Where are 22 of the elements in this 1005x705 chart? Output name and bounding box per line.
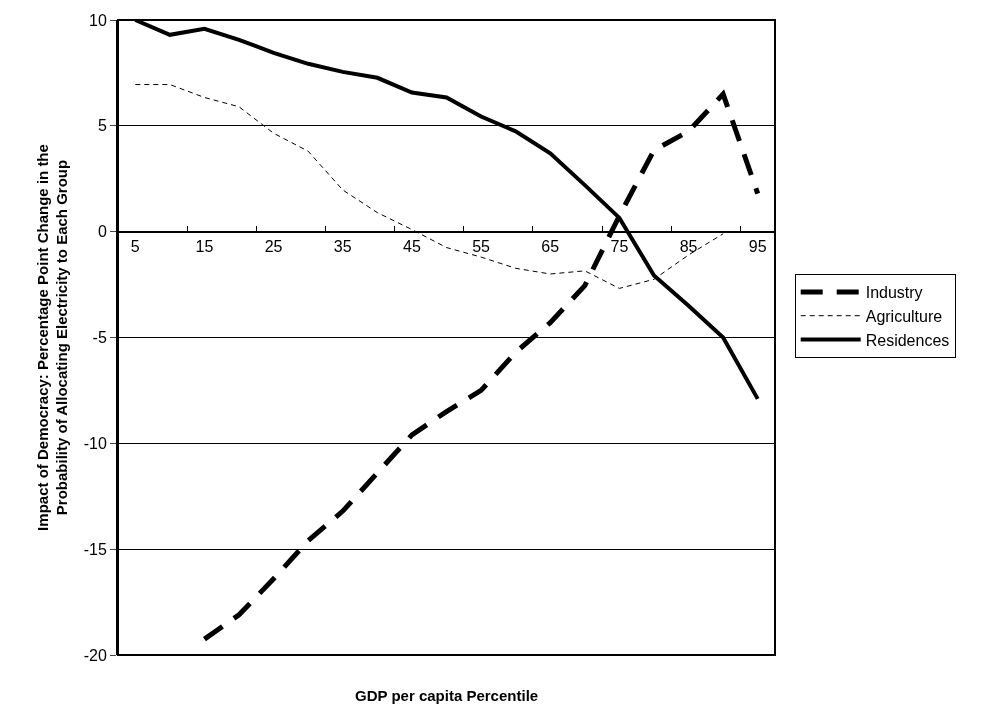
x-tick-label: 95: [748, 237, 767, 255]
legend-label: Residences: [865, 331, 950, 349]
y-tick-label: 10: [89, 11, 107, 29]
y-tick-label: 5: [97, 117, 107, 135]
x-tick-label: 15: [195, 237, 214, 255]
y-tick-label: -10: [83, 434, 107, 452]
legend-label: Agriculture: [865, 307, 943, 325]
y-tick-label: 0: [97, 223, 107, 241]
x-tick-label: 35: [333, 237, 352, 255]
x-tick-label: 65: [541, 237, 560, 255]
x-tick-label: 5: [130, 237, 140, 255]
x-tick-label: 45: [403, 237, 421, 255]
y-tick-label: -20: [83, 646, 107, 664]
x-tick-label: 25: [264, 237, 283, 255]
y-tick-label: -5: [92, 329, 107, 347]
x-tick-label: 55: [472, 237, 491, 255]
x-tick-label: 75: [610, 237, 629, 255]
y-tick-label: -15: [83, 540, 107, 558]
x-axis-title: GDP per capita Percentile: [355, 687, 539, 704]
x-tick-label: 85: [679, 237, 698, 255]
legend-label: Industry: [865, 284, 923, 302]
y-axis-title: Impact of Democracy: Percentage Point Change in the Probability of Allocating Electricity to Each Group: [33, 144, 71, 531]
